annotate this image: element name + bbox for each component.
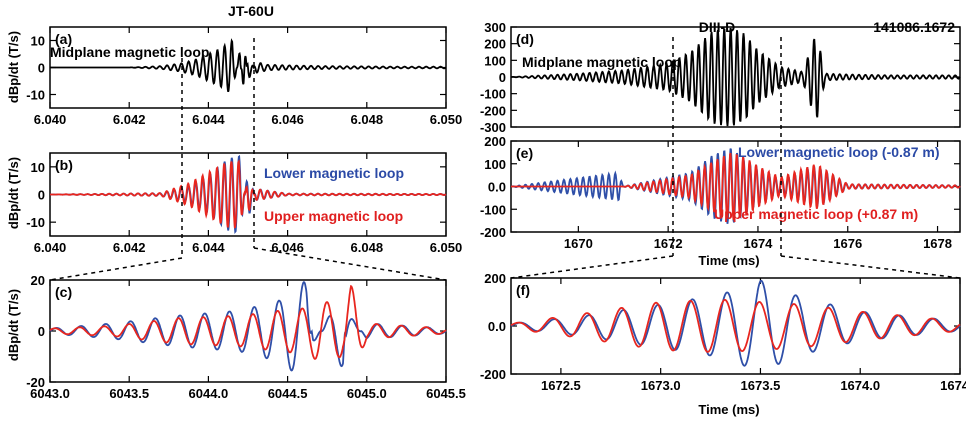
zoom-connector-right-2 bbox=[780, 255, 961, 279]
y-tick-label: 0 bbox=[499, 70, 506, 85]
x-tick-label: 1673.5 bbox=[741, 378, 781, 393]
x-tick-label: 1670 bbox=[564, 236, 593, 251]
x-tick-label: 6.044 bbox=[192, 240, 225, 255]
y-tick-label: -100 bbox=[480, 202, 506, 217]
series-line-b-1 bbox=[50, 159, 447, 229]
x-tick-label: 1672.5 bbox=[541, 378, 581, 393]
x-tick-label: 6.048 bbox=[351, 112, 384, 127]
annot-d-midplane: Midplane magnetic loop bbox=[522, 54, 681, 70]
panel-a-ylabel: dBp/dt (T/s) bbox=[6, 31, 21, 103]
zoom-connector-left-2 bbox=[253, 247, 447, 281]
series-line-c-0 bbox=[49, 280, 447, 372]
series-line-f-1 bbox=[510, 299, 961, 353]
annot-b-upper: Upper magnetic loop bbox=[264, 208, 403, 224]
annot-e-upper: Upper magnetic loop (+0.87 m) bbox=[714, 206, 918, 222]
y-tick-label: 20 bbox=[31, 273, 45, 288]
y-tick-label: 300 bbox=[484, 20, 506, 35]
y-tick-label: 0.0 bbox=[488, 319, 506, 334]
x-tick-label: 6045.5 bbox=[426, 386, 466, 401]
y-tick-label: 200 bbox=[484, 134, 506, 149]
annot-a-midplane: Midplane magnetic loop bbox=[50, 44, 209, 60]
y-tick-label: -300 bbox=[480, 120, 506, 135]
panel-b-ylabel: dBp/dt (T/s) bbox=[6, 157, 21, 229]
y-tick-label: 200 bbox=[484, 271, 506, 286]
annot-e-lower: Lower magnetic loop (-0.87 m) bbox=[738, 144, 939, 160]
series-line-e-1 bbox=[511, 152, 961, 220]
panel-f: 1672.5 1673.0 1673.5 1674.0 1674.5 200 0.0 -200… bbox=[480, 271, 966, 393]
x-tick-label: 6045.0 bbox=[347, 386, 387, 401]
panel-f-xlabel: Time (ms) bbox=[698, 402, 759, 417]
y-tick-label: 0 bbox=[38, 324, 45, 339]
series-line-a-0 bbox=[50, 38, 447, 93]
series-line-d-0 bbox=[511, 27, 961, 127]
x-tick-label: 6.050 bbox=[430, 240, 463, 255]
y-tick-label: -20 bbox=[26, 375, 45, 390]
panel-label: (d) bbox=[516, 31, 534, 47]
left-title: JT-60U bbox=[228, 3, 274, 19]
y-tick-label: 0 bbox=[38, 61, 45, 76]
y-tick-label: -100 bbox=[480, 87, 506, 102]
y-tick-label: -200 bbox=[480, 367, 506, 382]
annot-b-lower: Lower magnetic loop bbox=[264, 165, 404, 181]
series-line-f-0 bbox=[510, 279, 961, 367]
x-tick-label: 1674 bbox=[743, 236, 773, 251]
panel-label: (e) bbox=[516, 145, 533, 161]
x-tick-label: 6.042 bbox=[113, 112, 146, 127]
y-tick-label: 0.0 bbox=[488, 180, 506, 195]
series-line-c-1 bbox=[49, 284, 447, 360]
y-tick-label: 0 bbox=[38, 188, 45, 203]
y-tick-label: -200 bbox=[480, 225, 506, 240]
y-tick-label: 200 bbox=[484, 37, 506, 52]
y-tick-label: 10 bbox=[31, 34, 45, 49]
panel-a: 6.040 6.042 6.044 6.046 6.048 6.050 10 0 -10 (a) bbox=[26, 26, 463, 127]
panel-label: (b) bbox=[55, 157, 73, 173]
panel-e: 1670 1672 1674 1676 1678 200 100 0.0 -100 -200 (e) bbox=[480, 134, 961, 251]
x-tick-label: 1676 bbox=[833, 236, 862, 251]
panel-c-ylabel: dBp/dt (T/s) bbox=[6, 289, 21, 361]
x-tick-label: 1672 bbox=[654, 236, 683, 251]
y-tick-label: -10 bbox=[26, 215, 45, 230]
x-tick-label: 6.050 bbox=[430, 112, 463, 127]
x-tick-label: 1678 bbox=[923, 236, 952, 251]
y-tick-label: 100 bbox=[484, 157, 506, 172]
y-tick-label: 100 bbox=[484, 53, 506, 68]
panel-b: 6.040 6.042 6.044 6.046 6.048 6.050 10 0 -10 (b) bbox=[26, 152, 463, 255]
y-tick-label: -10 bbox=[26, 88, 45, 103]
x-tick-label: 6.046 bbox=[271, 240, 304, 255]
x-tick-label: 6.048 bbox=[351, 240, 384, 255]
panel-e-xlabel: Time (ms) bbox=[698, 253, 759, 268]
x-tick-label: 1674.5 bbox=[940, 378, 966, 393]
x-tick-label: 6043.0 bbox=[30, 386, 70, 401]
panel-label: (c) bbox=[55, 284, 72, 300]
y-tick-label: 10 bbox=[31, 160, 45, 175]
zoom-guides bbox=[49, 37, 961, 281]
x-tick-label: 6043.5 bbox=[109, 386, 149, 401]
x-tick-label: 6044.5 bbox=[268, 386, 308, 401]
x-tick-label: 6.040 bbox=[34, 112, 67, 127]
x-tick-label: 6.042 bbox=[113, 240, 146, 255]
panel-label: (a) bbox=[55, 31, 72, 47]
zoom-connector-left-1 bbox=[49, 257, 183, 281]
y-tick-label: -200 bbox=[480, 103, 506, 118]
panel-c: 6043.0 6043.5 6044.0 6044.5 6045.0 6045.5 20 0 -… bbox=[26, 273, 466, 401]
zoom-connector-right-1 bbox=[510, 255, 674, 279]
x-tick-label: 6044.0 bbox=[189, 386, 229, 401]
x-tick-label: 1673.0 bbox=[641, 378, 681, 393]
panel-label: (f) bbox=[516, 282, 530, 298]
x-tick-label: 6.046 bbox=[271, 112, 304, 127]
x-tick-label: 6.044 bbox=[192, 112, 225, 127]
x-tick-label: 1674.0 bbox=[840, 378, 880, 393]
x-tick-label: 6.040 bbox=[34, 240, 67, 255]
